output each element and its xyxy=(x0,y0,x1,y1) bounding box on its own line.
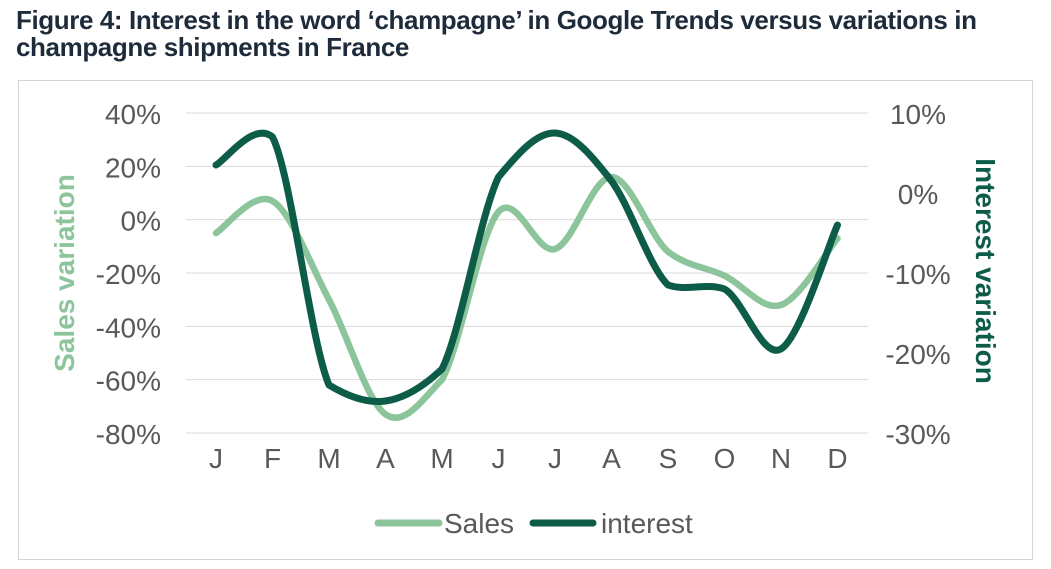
figure-title: Figure 4: Interest in the word ‘champagn… xyxy=(16,7,977,61)
x-axis-month-label: N xyxy=(771,443,791,474)
left-axis-tick-label: 40% xyxy=(105,99,161,130)
chart-card: 40% 20% 0% -20% -40% -60% -80% 10% 0% -10% -20% -30… xyxy=(18,80,1033,560)
legend-label-interest: interest xyxy=(601,508,693,539)
x-axis-month-label: J xyxy=(548,443,562,474)
right-axis-tick-label: -20% xyxy=(885,339,950,370)
right-axis-tick-label: -30% xyxy=(885,419,950,450)
x-axis-month-label: F xyxy=(264,443,281,474)
series-line-interest xyxy=(212,129,841,406)
right-axis-tick-label: -10% xyxy=(885,259,950,290)
right-axis-tick-label: 10% xyxy=(890,99,946,130)
left-axis-title: Sales variation xyxy=(49,174,80,372)
x-axis-month-label: J xyxy=(209,443,223,474)
series-line-sales xyxy=(212,173,841,421)
left-axis-tick-label: 20% xyxy=(105,152,161,183)
x-axis-month-label: D xyxy=(827,443,847,474)
left-axis-tick-label: 0% xyxy=(121,206,161,237)
left-axis-tick-label: -20% xyxy=(96,259,161,290)
x-axis-month-label: M xyxy=(317,443,340,474)
x-axis-month-label: M xyxy=(430,443,453,474)
x-axis-month-label: O xyxy=(714,443,736,474)
left-axis-tick-label: -80% xyxy=(96,419,161,450)
right-axis-title: Interest variation xyxy=(970,158,1001,384)
left-axis-tick-label: -60% xyxy=(96,366,161,397)
x-axis-month-label: A xyxy=(602,443,621,474)
x-axis-month-label: J xyxy=(492,443,506,474)
legend-label-sales: Sales xyxy=(444,508,514,539)
x-axis-month-label: A xyxy=(376,443,395,474)
figure-title-line2: champagne shipments in France xyxy=(16,32,409,62)
dual-axis-line-chart: 40% 20% 0% -20% -40% -60% -80% 10% 0% -10% -20% -30… xyxy=(49,99,1001,539)
left-axis-tick-label: -40% xyxy=(96,312,161,343)
figure-title-line1: Figure 4: Interest in the word ‘champagn… xyxy=(16,5,977,35)
x-axis-month-label: S xyxy=(659,443,678,474)
right-axis-tick-label: 0% xyxy=(898,179,938,210)
